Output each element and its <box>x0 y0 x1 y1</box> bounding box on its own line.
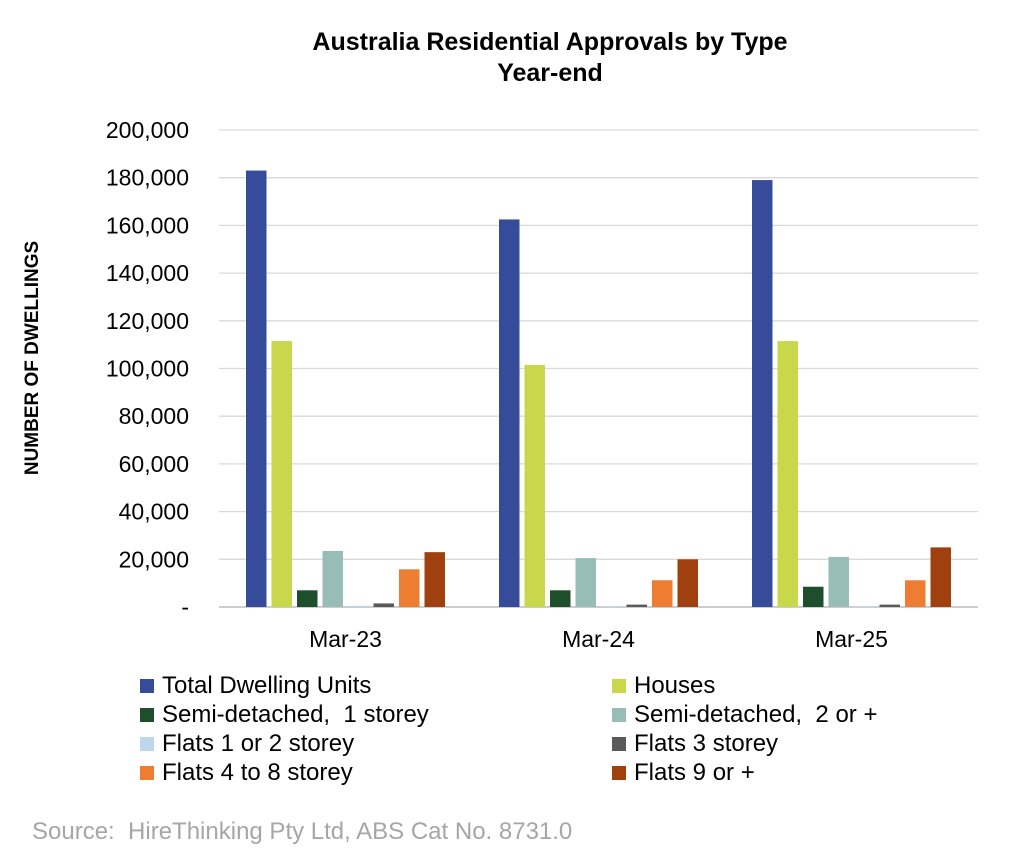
chart-subtitle: Year-end <box>497 59 603 87</box>
bar <box>930 547 951 607</box>
bar <box>626 604 647 607</box>
legend-item: Semi-detached, 2 or + <box>612 700 877 730</box>
y-tick-label: 80,000 <box>119 403 189 429</box>
bar <box>905 580 926 607</box>
y-tick-label: 180,000 <box>106 165 189 191</box>
legend-swatch <box>612 766 626 780</box>
legend-swatch <box>612 679 626 693</box>
bar <box>550 590 571 607</box>
legend-item: Total Dwelling Units <box>140 671 371 701</box>
legend-item: Semi-detached, 1 storey <box>140 700 429 730</box>
y-tick-label: 160,000 <box>106 212 189 238</box>
legend-label: Flats 4 to 8 storey <box>162 759 353 786</box>
y-tick-label: 100,000 <box>106 356 189 382</box>
x-tick-label: Mar-23 <box>309 626 382 652</box>
bar <box>246 170 267 608</box>
bar <box>399 569 420 607</box>
source-note: Source: HireThinking Pty Ltd, ABS Cat No… <box>32 818 573 845</box>
bar <box>777 341 798 607</box>
bar <box>348 605 369 607</box>
bars <box>246 170 951 608</box>
legend-swatch <box>612 737 626 751</box>
bar <box>752 180 773 607</box>
legend-item: Flats 1 or 2 storey <box>140 729 354 759</box>
bar <box>575 558 596 607</box>
bar <box>677 559 698 607</box>
bar <box>524 364 545 607</box>
legend-item: Flats 4 to 8 storey <box>140 758 353 788</box>
legend-label: Flats 1 or 2 storey <box>162 730 355 757</box>
legend-item: Flats 9 or + <box>612 758 755 788</box>
chart-title: Australia Residential Approvals by Type <box>312 28 787 56</box>
y-tick-label: 140,000 <box>106 260 189 286</box>
legend-swatch <box>140 708 154 722</box>
y-tick-label: 200,000 <box>106 117 189 143</box>
y-tick-labels: - 20,000 40,000 60,000 80,000 100,000 120,000 1… <box>106 117 189 620</box>
y-tick-label: 60,000 <box>119 451 189 477</box>
bar <box>854 606 875 607</box>
legend-label: Houses <box>634 672 716 699</box>
legend-label: Semi-detached, 2 or + <box>634 701 878 728</box>
bar <box>322 550 343 607</box>
x-tick-label: Mar-25 <box>815 626 888 652</box>
gridlines <box>219 129 978 608</box>
bar <box>271 341 292 607</box>
bar <box>652 580 673 607</box>
bar <box>373 603 394 607</box>
legend-swatch <box>140 766 154 780</box>
legend-item: Flats 3 storey <box>612 729 778 759</box>
bar <box>828 556 849 607</box>
legend-label: Flats 9 or + <box>634 759 755 786</box>
x-tick-labels: Mar-23 Mar-24 Mar-25 <box>309 626 888 652</box>
y-tick-label: 120,000 <box>106 308 189 334</box>
legend-label: Flats 3 storey <box>634 730 779 757</box>
y-tick-label: 20,000 <box>119 546 189 572</box>
bar <box>424 552 445 607</box>
y-tick-label: 40,000 <box>119 499 189 525</box>
legend-label: Semi-detached, 1 storey <box>162 701 429 728</box>
legend-swatch <box>140 679 154 693</box>
y-axis-label: NUMBER OF DWELLINGS <box>22 241 43 475</box>
x-tick-label: Mar-24 <box>562 626 635 652</box>
legend-swatch <box>140 737 154 751</box>
bar <box>601 606 622 607</box>
legend-label: Total Dwelling Units <box>162 672 372 699</box>
legend-item: Houses <box>612 671 715 701</box>
y-tick-label: - <box>181 594 189 620</box>
bar <box>803 586 824 607</box>
bar <box>879 604 900 607</box>
legend-swatch <box>612 708 626 722</box>
bar <box>297 590 318 607</box>
bar <box>499 219 520 607</box>
